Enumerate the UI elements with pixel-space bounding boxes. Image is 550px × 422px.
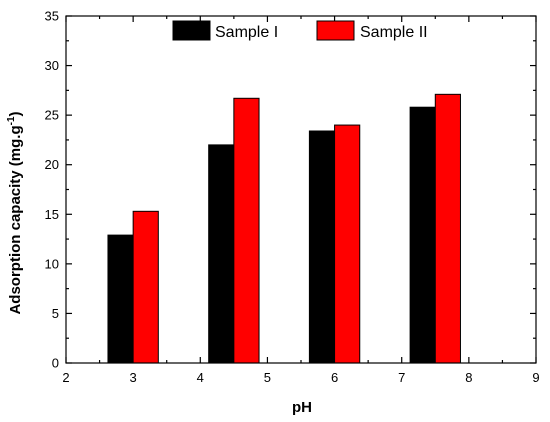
y-axis-title-main: Adsorption capacity (mg.g [7, 125, 24, 314]
x-tick-labels: 2 3 4 5 6 7 8 9 [62, 370, 539, 385]
legend-label: Sample II [360, 24, 428, 41]
bar-sample-ii [434, 93, 461, 364]
legend-swatch [316, 20, 355, 41]
bar-sample-ii [132, 210, 159, 364]
y-axis-title-close: ) [7, 111, 24, 116]
x-tick-label: 9 [532, 370, 539, 385]
x-tick-label: 3 [130, 370, 137, 385]
x-tick-label: 4 [197, 370, 204, 385]
y-tick-label: 35 [45, 9, 59, 24]
x-axis-title: pH [292, 399, 312, 416]
y-tick-labels: 0 5 10 15 20 25 30 35 [45, 9, 59, 371]
x-tick-label: 8 [465, 370, 472, 385]
y-tick-label: 25 [45, 108, 59, 123]
y-tick-label: 0 [52, 356, 59, 371]
y-tick-label: 15 [45, 207, 59, 222]
bars [107, 93, 461, 364]
y-axis-title: Adsorption capacity (mg.g-1) [6, 111, 24, 314]
bar-sample-i [107, 234, 134, 364]
legend-swatch [172, 20, 211, 41]
y-tick-label: 10 [45, 256, 59, 271]
x-tick-label: 5 [264, 370, 271, 385]
x-tick-label: 7 [398, 370, 405, 385]
bar-sample-i [409, 106, 436, 364]
bar-sample-ii [334, 124, 361, 364]
y-tick-label: 5 [52, 306, 59, 321]
legend: Sample I Sample II [172, 20, 428, 41]
y-tick-label: 30 [45, 58, 59, 73]
x-tick-label: 6 [331, 370, 338, 385]
x-tick-label: 2 [62, 370, 69, 385]
bar-sample-ii [233, 97, 260, 364]
bar-sample-i [308, 130, 336, 364]
legend-label: Sample I [215, 24, 278, 41]
bar-sample-i [208, 144, 235, 364]
plot-frame [65, 15, 537, 364]
y-tick-label: 20 [45, 157, 59, 172]
y-axis-title-superscript: -1 [6, 116, 17, 125]
